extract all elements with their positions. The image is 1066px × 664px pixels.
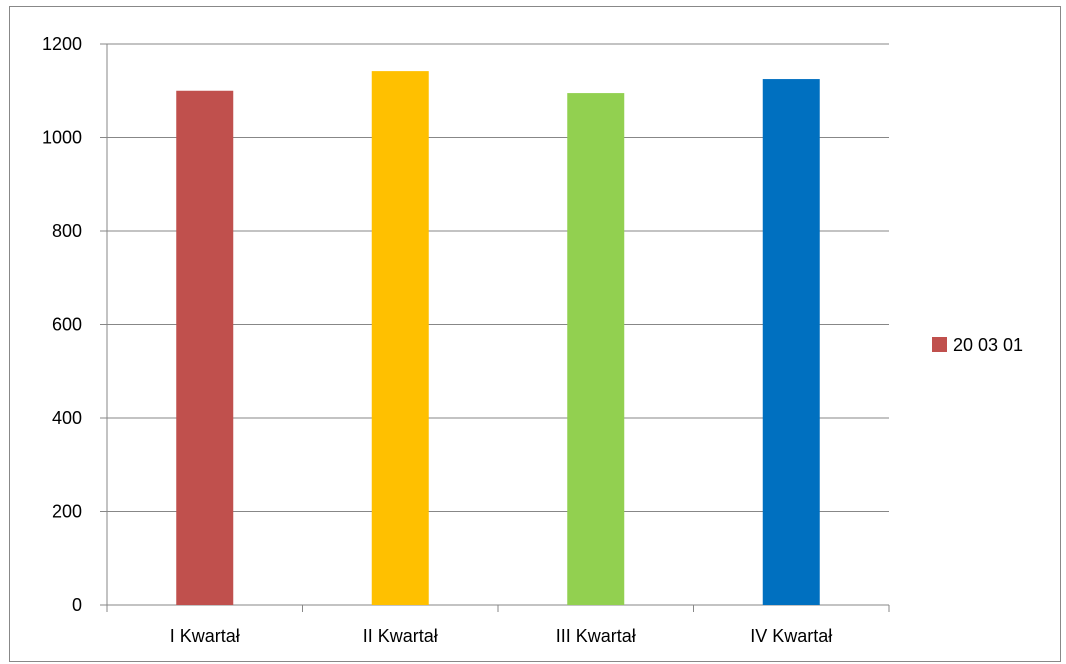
axes [100, 43, 890, 612]
y-tick-label: 200 [52, 502, 82, 522]
bar [762, 79, 820, 605]
legend: 20 03 01 [932, 335, 1023, 355]
x-tick-label: IV Kwartał [750, 626, 832, 646]
y-tick-label: 1000 [42, 128, 82, 148]
x-tick-label: II Kwartał [363, 626, 438, 646]
bar [371, 71, 429, 606]
y-tick-label: 600 [52, 315, 82, 335]
y-tick-label: 800 [52, 221, 82, 241]
x-tick-label: III Kwartał [556, 626, 636, 646]
legend-label: 20 03 01 [953, 335, 1023, 355]
bar [176, 90, 234, 605]
y-tick-label: 1200 [42, 34, 82, 54]
legend-swatch [932, 337, 947, 352]
bar [567, 93, 625, 606]
y-tick-label: 0 [72, 595, 82, 615]
gridlines [107, 43, 889, 512]
y-tick-label: 400 [52, 408, 82, 428]
axis-labels: 0 200 400 600 800 1000 1200 I Kwartał II Kwartał… [42, 34, 832, 646]
bars [176, 71, 820, 606]
x-tick-label: I Kwartał [170, 626, 240, 646]
